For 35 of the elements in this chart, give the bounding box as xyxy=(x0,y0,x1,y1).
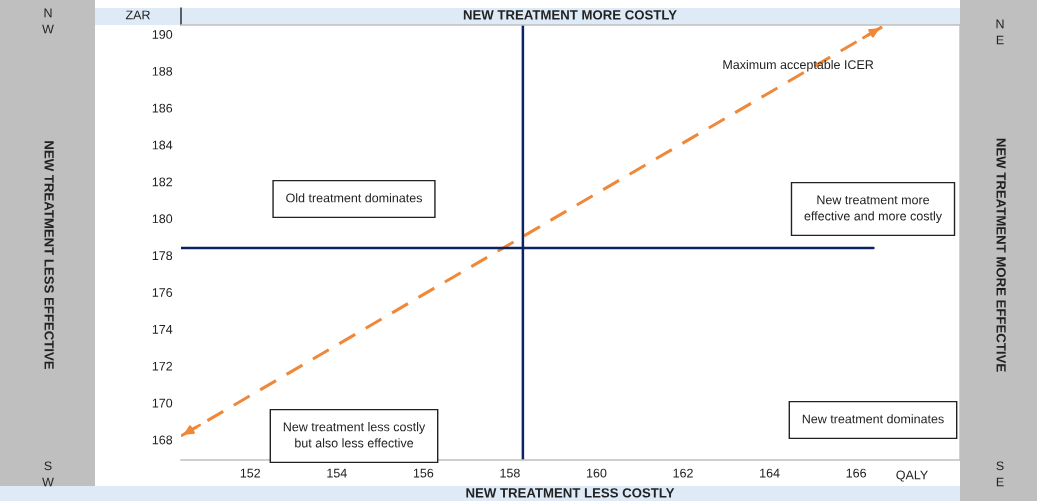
text: S W xyxy=(42,461,54,487)
y-tick-label: 174 xyxy=(152,325,173,334)
y-tick-label: 168 xyxy=(152,435,173,445)
annotation: New treatment less costly but also less effective xyxy=(283,422,426,448)
x-axis-title: QALY xyxy=(896,470,928,482)
y-tick-label: 188 xyxy=(152,66,173,76)
y-tick-label: 190 xyxy=(152,30,173,39)
text: N E xyxy=(996,19,1004,45)
annotation: Old treatment dominates xyxy=(286,193,422,203)
x-tick-label: 160 xyxy=(586,468,607,478)
x-tick-label: 152 xyxy=(240,468,261,478)
x-tick-label: 158 xyxy=(500,468,520,478)
y-tick-label: 178 xyxy=(152,251,173,261)
series-label: Maximum acceptable ICER xyxy=(723,59,874,72)
annotation: New treatment dominates xyxy=(802,414,944,424)
y-tick-label: 176 xyxy=(152,288,173,297)
text: N W xyxy=(42,8,54,34)
text: NEW TREATMENT LESS EFFECTIVE xyxy=(44,141,54,370)
x-tick-label: 156 xyxy=(413,468,434,478)
text: NEW TREATMENT MORE EFFECTIVE xyxy=(996,138,1006,372)
y-tick-label: 184 xyxy=(152,140,173,150)
annotation: New treatment more effective and more costly xyxy=(804,195,942,223)
y-tick-label: 172 xyxy=(152,361,173,371)
y-tick-label: 170 xyxy=(152,398,173,408)
text: NEW TREATMENT MORE COSTLY xyxy=(463,10,677,20)
x-tick-label: 166 xyxy=(846,468,867,478)
x-tick-label: 162 xyxy=(673,468,693,478)
y-tick-label: 186 xyxy=(152,103,173,113)
y-axis-title: ZAR xyxy=(125,10,150,20)
y-tick-label: 180 xyxy=(152,214,173,224)
x-tick-label: 164 xyxy=(760,468,780,478)
text: S E xyxy=(996,461,1004,487)
text: NEW TREATMENT LESS COSTLY xyxy=(466,488,675,498)
x-tick-label: 154 xyxy=(327,468,347,478)
y-tick-label: 182 xyxy=(152,177,173,187)
